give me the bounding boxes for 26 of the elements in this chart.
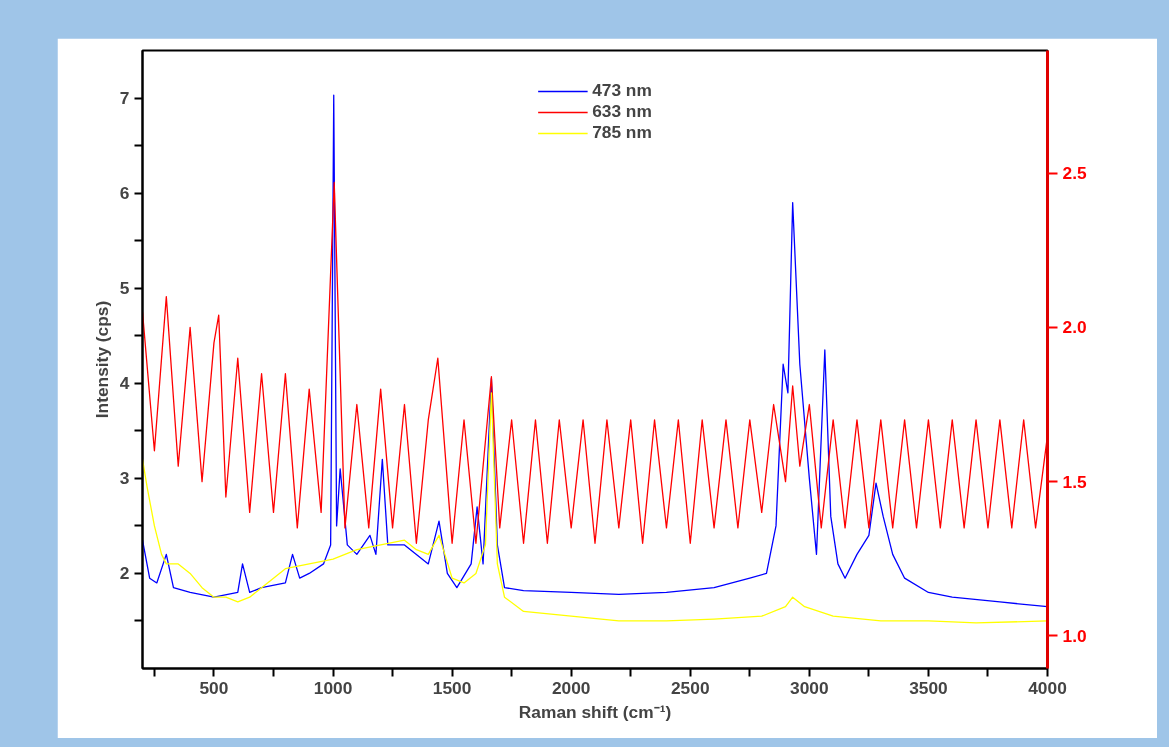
y-tick-label: 2 <box>119 563 130 584</box>
x-tick-label: 1000 <box>313 677 353 698</box>
x-tick-label: 2500 <box>670 677 710 698</box>
x-tick-label: 2000 <box>551 677 591 698</box>
x-tick-label: 3000 <box>790 677 829 698</box>
legend-label: 473 nm <box>592 80 652 101</box>
line-series <box>142 392 1048 624</box>
legend-label: 785 nm <box>592 122 652 143</box>
legend-label: 633 nm <box>592 101 652 122</box>
y2-tick-label: 1.5 <box>1062 471 1087 492</box>
line-series <box>142 181 1048 544</box>
y-axis-title: Intensity (cps) <box>91 300 112 419</box>
y-tick-label: 4 <box>119 373 130 394</box>
x-axis-title: Raman shift (cm⁻¹) <box>518 701 672 722</box>
y-tick-label: 7 <box>119 88 130 109</box>
x-tick-label: 500 <box>199 677 229 698</box>
y-tick-label: 6 <box>119 183 130 204</box>
y-tick-label: 5 <box>119 278 130 299</box>
y2-tick-label: 2.0 <box>1062 317 1087 338</box>
y-tick-label: 3 <box>119 468 130 489</box>
y2-tick-label: 1.0 <box>1062 625 1087 646</box>
x-tick-label: 4000 <box>1028 677 1067 698</box>
line-series <box>142 94 1048 608</box>
y2-tick-label: 2.5 <box>1062 163 1087 184</box>
x-tick-label: 1500 <box>432 677 472 698</box>
x-tick-label: 3500 <box>909 677 948 698</box>
